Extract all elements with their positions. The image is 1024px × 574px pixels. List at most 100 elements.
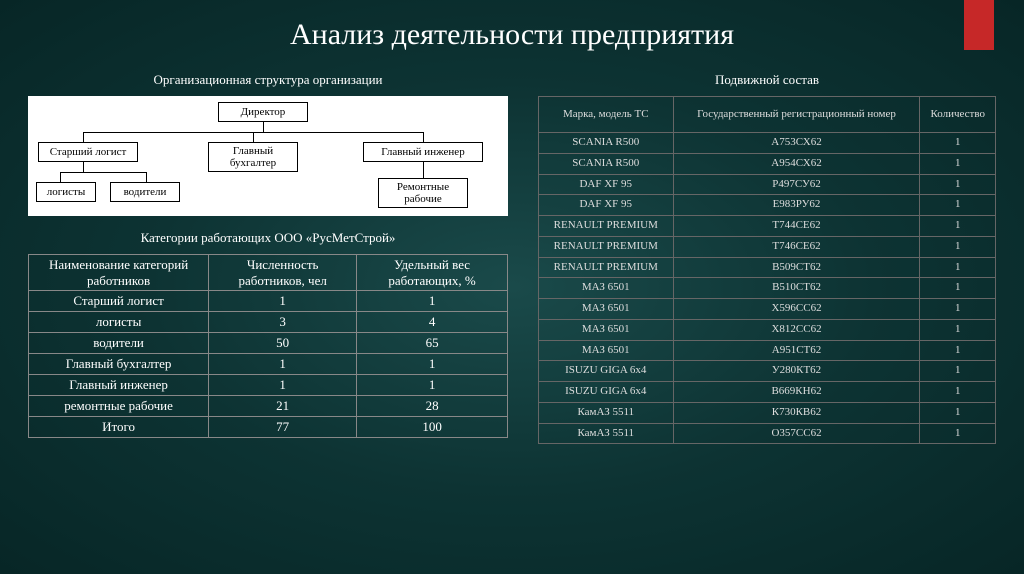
org-chart-title: Организационная структура организации <box>28 72 508 88</box>
table-header-row: Наименование категорий работников Числен… <box>29 255 508 291</box>
table-cell: МАЗ 6501 <box>539 278 674 299</box>
org-line <box>60 172 146 173</box>
table-cell: Т744СЕ62 <box>673 216 920 237</box>
org-line <box>83 132 84 142</box>
table-cell: 1 <box>920 236 996 257</box>
table-row: ISUZU GIGA 6х4У280КТ621 <box>539 361 996 382</box>
org-line <box>263 122 264 132</box>
table-cell: А954СХ62 <box>673 153 920 174</box>
table-cell: RENAULT PREMIUM <box>539 257 674 278</box>
table-cell: МАЗ 6501 <box>539 299 674 320</box>
table-cell: КамАЗ 5511 <box>539 423 674 444</box>
fleet-col-model: Марка, модель ТС <box>539 97 674 133</box>
table-row: ISUZU GIGA 6х4В669КН621 <box>539 382 996 403</box>
table-cell: 1 <box>209 354 357 375</box>
org-director: Директор <box>218 102 308 122</box>
table-row: Старший логист11 <box>29 291 508 312</box>
table-cell: RENAULT PREMIUM <box>539 216 674 237</box>
table-row: КамАЗ 5511К730КВ621 <box>539 402 996 423</box>
table-cell: 1 <box>209 291 357 312</box>
org-senior-logist: Старший логист <box>38 142 138 162</box>
table-cell: 1 <box>920 319 996 340</box>
table-cell: 1 <box>920 361 996 382</box>
table-cell: МАЗ 6501 <box>539 319 674 340</box>
table-cell: Р497СУ62 <box>673 174 920 195</box>
table-cell: 1 <box>920 402 996 423</box>
org-drivers: водители <box>110 182 180 202</box>
table-cell: SCANIA R500 <box>539 153 674 174</box>
table-row: RENAULT PREMIUMВ509СТ621 <box>539 257 996 278</box>
table-cell: Х596СС62 <box>673 299 920 320</box>
table-cell: МАЗ 6501 <box>539 340 674 361</box>
fleet-table-title: Подвижной состав <box>538 72 996 88</box>
table-cell: SCANIA R500 <box>539 133 674 154</box>
table-cell: А951СТ62 <box>673 340 920 361</box>
table-row: Итого77100 <box>29 417 508 438</box>
table-row: SCANIA R500А753СХ621 <box>539 133 996 154</box>
table-cell: У280КТ62 <box>673 361 920 382</box>
table-cell: 65 <box>357 333 508 354</box>
emp-col-count: Численность работников, чел <box>209 255 357 291</box>
table-cell: 100 <box>357 417 508 438</box>
emp-col-name: Наименование категорий работников <box>29 255 209 291</box>
table-cell: 1 <box>920 153 996 174</box>
table-cell: 1 <box>920 133 996 154</box>
table-cell: ISUZU GIGA 6х4 <box>539 361 674 382</box>
table-cell: Итого <box>29 417 209 438</box>
table-row: Главный инженер11 <box>29 375 508 396</box>
table-cell: 28 <box>357 396 508 417</box>
table-cell: водители <box>29 333 209 354</box>
org-chart: Директор Старший логист Главный бухгалте… <box>28 96 508 216</box>
org-chief-engineer: Главный инженер <box>363 142 483 162</box>
table-cell: В509СТ62 <box>673 257 920 278</box>
org-line <box>60 172 61 182</box>
fleet-col-qty: Количество <box>920 97 996 133</box>
fleet-col-reg: Государственный регистрационный номер <box>673 97 920 133</box>
left-column: Организационная структура организации Ди… <box>28 72 508 444</box>
table-row: SCANIA R500А954СХ621 <box>539 153 996 174</box>
table-cell: 1 <box>920 216 996 237</box>
table-row: RENAULT PREMIUMТ744СЕ621 <box>539 216 996 237</box>
table-cell: 1 <box>920 382 996 403</box>
org-line <box>423 132 424 142</box>
table-cell: DAF XF 95 <box>539 195 674 216</box>
table-cell: В510СТ62 <box>673 278 920 299</box>
table-cell: 77 <box>209 417 357 438</box>
table-row: МАЗ 6501Х596СС621 <box>539 299 996 320</box>
accent-bar <box>964 0 994 50</box>
table-row: DAF XF 95Е983РУ621 <box>539 195 996 216</box>
table-cell: Х812СС62 <box>673 319 920 340</box>
table-cell: логисты <box>29 312 209 333</box>
table-cell: 1 <box>920 278 996 299</box>
table-cell: 1 <box>357 291 508 312</box>
org-line <box>146 172 147 182</box>
table-row: МАЗ 6501А951СТ621 <box>539 340 996 361</box>
table-cell: Главный инженер <box>29 375 209 396</box>
table-cell: Е983РУ62 <box>673 195 920 216</box>
table-cell: DAF XF 95 <box>539 174 674 195</box>
table-cell: КамАЗ 5511 <box>539 402 674 423</box>
table-cell: 50 <box>209 333 357 354</box>
page-title: Анализ деятельности предприятия <box>0 0 1024 52</box>
table-row: RENAULT PREMIUMТ746СЕ621 <box>539 236 996 257</box>
table-cell: А753СХ62 <box>673 133 920 154</box>
table-cell: 1 <box>920 257 996 278</box>
table-row: МАЗ 6501Х812СС621 <box>539 319 996 340</box>
org-chief-accountant: Главный бухгалтер <box>208 142 298 172</box>
table-cell: 3 <box>209 312 357 333</box>
table-cell: Старший логист <box>29 291 209 312</box>
table-row: МАЗ 6501В510СТ621 <box>539 278 996 299</box>
table-cell: 4 <box>357 312 508 333</box>
table-cell: ремонтные рабочие <box>29 396 209 417</box>
table-row: логисты34 <box>29 312 508 333</box>
org-repair-workers: Ремонтные рабочие <box>378 178 468 208</box>
emp-col-pct: Удельный вес работающих, % <box>357 255 508 291</box>
table-cell: ISUZU GIGA 6х4 <box>539 382 674 403</box>
table-cell: 1 <box>920 423 996 444</box>
table-cell: 1 <box>920 195 996 216</box>
table-row: DAF XF 95Р497СУ621 <box>539 174 996 195</box>
org-line <box>83 162 84 172</box>
table-cell: 1 <box>357 375 508 396</box>
employee-table: Наименование категорий работников Числен… <box>28 254 508 438</box>
table-cell: 1 <box>920 340 996 361</box>
